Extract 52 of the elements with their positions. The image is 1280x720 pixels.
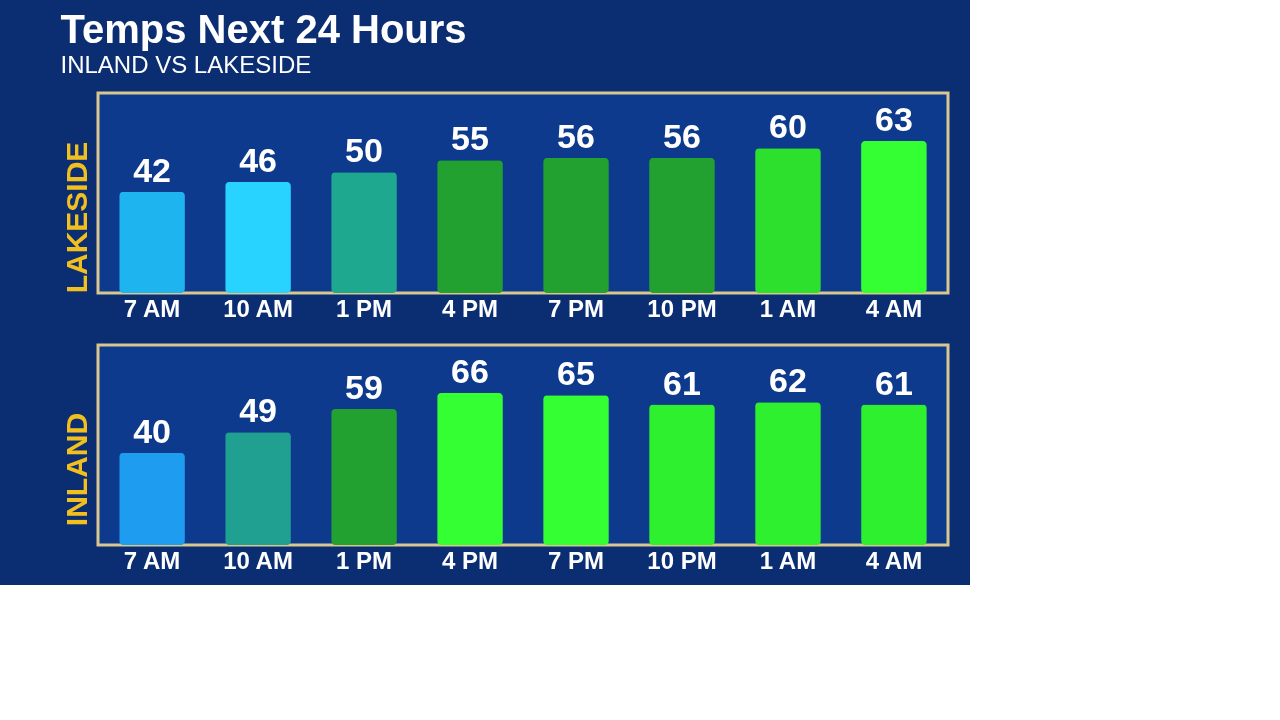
y-axis-title: INLAND xyxy=(59,412,93,527)
data-label: 56 xyxy=(663,116,701,155)
x-tick-label: 4 PM xyxy=(442,546,499,574)
data-label: 49 xyxy=(239,391,277,430)
x-tick-label: 1 AM xyxy=(759,294,817,322)
x-tick-label: 1 PM xyxy=(336,294,393,322)
x-tick-label: 7 PM xyxy=(547,294,604,322)
bar xyxy=(437,393,503,545)
chart-title: Temps Next 24 Hours xyxy=(60,6,467,51)
bar xyxy=(649,404,715,545)
x-tick-label: 10 AM xyxy=(223,294,293,322)
x-tick-label: 10 PM xyxy=(647,546,717,574)
x-tick-label: 1 PM xyxy=(336,546,393,574)
bar xyxy=(119,452,185,545)
y-axis-title: LAKESIDE xyxy=(59,141,93,294)
x-tick-label: 1 AM xyxy=(759,546,817,574)
bar xyxy=(119,191,185,293)
data-label: 65 xyxy=(557,354,595,393)
bar xyxy=(755,402,821,545)
bar xyxy=(225,182,291,293)
data-label: 61 xyxy=(663,363,701,402)
bar xyxy=(649,157,715,293)
data-label: 61 xyxy=(875,363,913,402)
x-tick-label: 7 PM xyxy=(547,546,604,574)
data-label: 55 xyxy=(451,119,489,158)
bar xyxy=(543,395,609,545)
data-label: 59 xyxy=(345,368,383,407)
chart-subtitle: INLAND VS LAKESIDE xyxy=(60,50,312,78)
bar xyxy=(437,160,503,293)
data-label: 66 xyxy=(451,352,489,390)
bar xyxy=(861,404,927,545)
x-tick-label: 10 PM xyxy=(647,294,717,322)
data-label: 42 xyxy=(133,150,171,189)
x-tick-label: 4 AM xyxy=(865,294,923,322)
data-label: 63 xyxy=(875,100,913,138)
x-tick-label: 4 AM xyxy=(865,546,923,574)
x-tick-label: 10 AM xyxy=(223,546,293,574)
data-label: 62 xyxy=(769,361,807,400)
bar xyxy=(331,409,397,545)
data-label: 50 xyxy=(345,131,383,170)
x-tick-label: 7 AM xyxy=(123,546,181,574)
data-label: 40 xyxy=(133,411,171,450)
bar xyxy=(755,148,821,293)
x-tick-label: 4 PM xyxy=(442,294,499,322)
bar xyxy=(861,141,927,293)
x-tick-label: 7 AM xyxy=(123,294,181,322)
data-label: 46 xyxy=(239,141,277,180)
bar xyxy=(543,157,609,293)
bar xyxy=(331,172,397,293)
bar xyxy=(225,432,291,545)
data-label: 56 xyxy=(557,116,595,155)
data-label: 60 xyxy=(769,107,807,146)
